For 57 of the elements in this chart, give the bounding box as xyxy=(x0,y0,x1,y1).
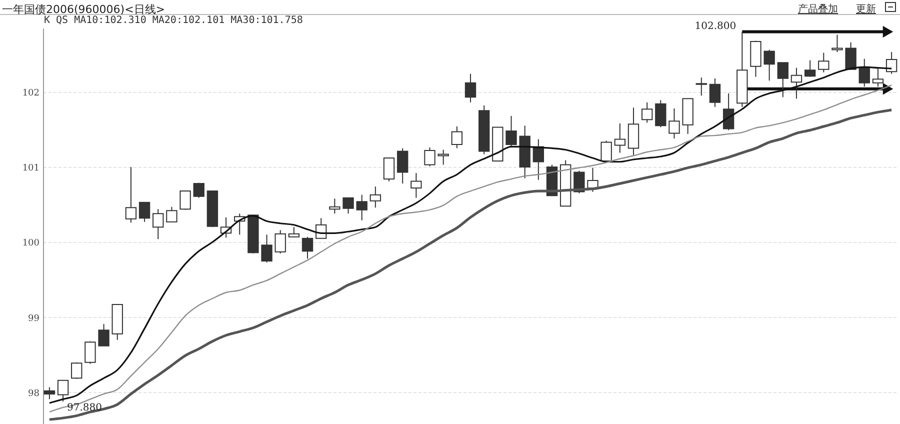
y-tick-label: 101 xyxy=(22,164,40,174)
candlestick xyxy=(274,230,286,254)
candlestick xyxy=(532,138,544,180)
candlestick xyxy=(655,100,666,128)
candlestick xyxy=(424,146,436,167)
candlestick xyxy=(668,108,680,139)
annotation: 97.880 xyxy=(67,402,102,414)
candlestick xyxy=(832,34,843,53)
candlestick xyxy=(138,202,150,222)
y-tick-label: 102 xyxy=(22,88,40,98)
candlestick xyxy=(193,182,204,198)
chart-title: 一年国债2006(960006)<日线> xyxy=(2,2,166,16)
candlestick xyxy=(764,49,775,82)
candlestick xyxy=(790,67,802,100)
candlestick xyxy=(614,122,626,154)
candlestick xyxy=(288,226,300,238)
chart-subtitle: K QS MA10:102.310 MA20:102.101 MA30:101.758 xyxy=(44,15,303,26)
candlestick xyxy=(696,77,707,96)
candlestick xyxy=(438,149,449,166)
text: 更新 xyxy=(856,4,876,15)
candlestick xyxy=(818,52,830,73)
candlestick xyxy=(152,208,164,240)
candlestick xyxy=(125,166,137,224)
candlestick xyxy=(587,167,598,192)
annotation: 102.800 xyxy=(694,20,736,32)
candlestick xyxy=(396,148,408,184)
candlestick xyxy=(356,194,368,221)
candlestick xyxy=(261,234,272,263)
candlestick xyxy=(641,102,653,124)
candlestick xyxy=(886,52,898,74)
candlestick xyxy=(872,68,884,88)
candlestick xyxy=(180,190,191,210)
candlestick xyxy=(44,386,56,400)
candlestick xyxy=(506,115,517,148)
candlestick xyxy=(845,42,856,70)
y-tick-label: 99 xyxy=(28,314,40,324)
candlestick xyxy=(302,236,314,260)
candlestick xyxy=(98,324,110,346)
candlestick xyxy=(410,172,422,198)
candlestick xyxy=(451,126,463,149)
candlestick xyxy=(84,340,96,364)
candlestick xyxy=(709,78,721,108)
candlestick xyxy=(777,62,788,98)
candlestick xyxy=(71,362,82,380)
candlestick xyxy=(342,197,354,214)
candlestick xyxy=(166,206,178,222)
candlestick xyxy=(383,157,395,182)
y-tick-label: 98 xyxy=(28,388,40,399)
candlestick xyxy=(57,380,69,402)
candlestick xyxy=(722,92,734,131)
candlestick xyxy=(329,198,340,214)
candlestick xyxy=(858,58,870,88)
candlestick xyxy=(804,60,816,78)
candlestick xyxy=(464,73,476,103)
candlestick xyxy=(370,186,382,208)
y-tick-label: 100 xyxy=(22,238,40,249)
text: 产品叠加 xyxy=(798,4,838,15)
